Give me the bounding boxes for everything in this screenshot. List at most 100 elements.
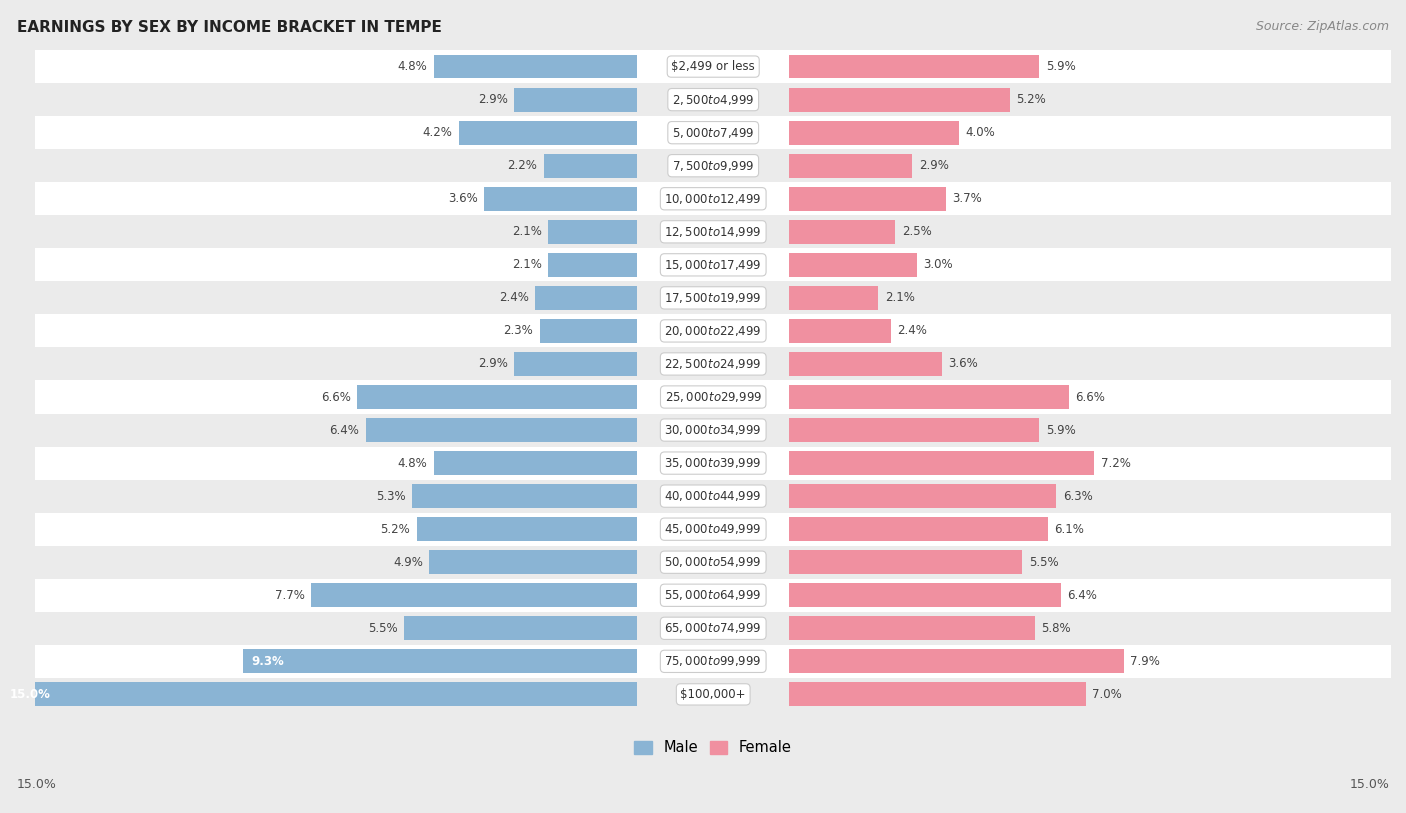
Bar: [789, 550, 1022, 574]
Bar: [35, 579, 1391, 611]
Text: 2.3%: 2.3%: [503, 324, 533, 337]
Bar: [544, 154, 637, 177]
Text: 3.6%: 3.6%: [449, 192, 478, 205]
Text: $2,499 or less: $2,499 or less: [671, 60, 755, 73]
Bar: [35, 414, 1391, 446]
Bar: [404, 616, 637, 640]
Text: 2.9%: 2.9%: [478, 358, 508, 371]
Bar: [35, 678, 1391, 711]
Text: 6.1%: 6.1%: [1054, 523, 1084, 536]
Bar: [311, 584, 637, 607]
Text: $17,500 to $19,999: $17,500 to $19,999: [665, 291, 762, 305]
Bar: [243, 650, 637, 673]
Bar: [515, 88, 637, 111]
Bar: [789, 220, 896, 244]
Text: $65,000 to $74,999: $65,000 to $74,999: [665, 621, 762, 635]
Text: 4.2%: 4.2%: [423, 126, 453, 139]
Text: 2.4%: 2.4%: [499, 291, 529, 304]
Bar: [789, 121, 959, 145]
Bar: [789, 584, 1060, 607]
Text: 4.0%: 4.0%: [966, 126, 995, 139]
Text: $12,500 to $14,999: $12,500 to $14,999: [665, 225, 762, 239]
Bar: [35, 546, 1391, 579]
Text: $25,000 to $29,999: $25,000 to $29,999: [665, 390, 762, 404]
Bar: [35, 182, 1391, 215]
Text: 6.6%: 6.6%: [321, 390, 352, 403]
Text: 3.6%: 3.6%: [948, 358, 979, 371]
Text: 9.3%: 9.3%: [252, 654, 284, 667]
Bar: [35, 513, 1391, 546]
Text: 2.5%: 2.5%: [901, 225, 931, 238]
Text: 2.2%: 2.2%: [508, 159, 537, 172]
Bar: [433, 54, 637, 79]
Bar: [789, 682, 1085, 706]
Bar: [416, 517, 637, 541]
Text: 2.9%: 2.9%: [918, 159, 949, 172]
Text: 5.3%: 5.3%: [377, 489, 406, 502]
Text: 5.2%: 5.2%: [381, 523, 411, 536]
Text: 5.5%: 5.5%: [1029, 556, 1059, 569]
Bar: [35, 248, 1391, 281]
Text: 7.7%: 7.7%: [274, 589, 305, 602]
Text: 2.1%: 2.1%: [884, 291, 915, 304]
Text: 15.0%: 15.0%: [1350, 778, 1389, 791]
Text: $10,000 to $12,499: $10,000 to $12,499: [665, 192, 762, 206]
Text: 2.1%: 2.1%: [512, 225, 541, 238]
Text: 15.0%: 15.0%: [17, 778, 56, 791]
Bar: [789, 517, 1047, 541]
Text: $35,000 to $39,999: $35,000 to $39,999: [665, 456, 762, 470]
Text: $15,000 to $17,499: $15,000 to $17,499: [665, 258, 762, 272]
Bar: [433, 451, 637, 475]
Legend: Male, Female: Male, Female: [628, 734, 797, 761]
Bar: [35, 83, 1391, 116]
Text: 15.0%: 15.0%: [10, 688, 51, 701]
Bar: [35, 380, 1391, 414]
Bar: [789, 418, 1039, 442]
Text: $20,000 to $22,499: $20,000 to $22,499: [665, 324, 762, 338]
Bar: [789, 286, 879, 310]
Bar: [789, 154, 912, 177]
Bar: [515, 352, 637, 376]
Bar: [35, 645, 1391, 678]
Text: 6.4%: 6.4%: [329, 424, 360, 437]
Bar: [789, 385, 1069, 409]
Bar: [548, 220, 637, 244]
Bar: [789, 650, 1125, 673]
Bar: [366, 418, 637, 442]
Text: 6.4%: 6.4%: [1067, 589, 1097, 602]
Text: 6.6%: 6.6%: [1076, 390, 1105, 403]
Bar: [789, 319, 891, 343]
Text: $100,000+: $100,000+: [681, 688, 747, 701]
Text: $7,500 to $9,999: $7,500 to $9,999: [672, 159, 755, 172]
Bar: [789, 352, 942, 376]
Bar: [789, 187, 946, 211]
Bar: [1, 682, 637, 706]
Bar: [412, 485, 637, 508]
Bar: [458, 121, 637, 145]
Bar: [35, 116, 1391, 150]
Bar: [536, 286, 637, 310]
Text: $5,000 to $7,499: $5,000 to $7,499: [672, 126, 755, 140]
Bar: [789, 485, 1056, 508]
Text: 4.8%: 4.8%: [398, 457, 427, 470]
Bar: [789, 253, 917, 276]
Text: $22,500 to $24,999: $22,500 to $24,999: [665, 357, 762, 371]
Text: 3.7%: 3.7%: [952, 192, 983, 205]
Text: EARNINGS BY SEX BY INCOME BRACKET IN TEMPE: EARNINGS BY SEX BY INCOME BRACKET IN TEM…: [17, 20, 441, 35]
Text: 2.4%: 2.4%: [897, 324, 928, 337]
Text: $50,000 to $54,999: $50,000 to $54,999: [665, 555, 762, 569]
Text: 7.0%: 7.0%: [1092, 688, 1122, 701]
Bar: [540, 319, 637, 343]
Bar: [548, 253, 637, 276]
Bar: [35, 611, 1391, 645]
Text: $2,500 to $4,999: $2,500 to $4,999: [672, 93, 755, 107]
Bar: [789, 54, 1039, 79]
Text: 4.8%: 4.8%: [398, 60, 427, 73]
Text: 7.2%: 7.2%: [1101, 457, 1130, 470]
Text: $30,000 to $34,999: $30,000 to $34,999: [665, 423, 762, 437]
Text: 4.9%: 4.9%: [394, 556, 423, 569]
Bar: [789, 451, 1094, 475]
Bar: [35, 347, 1391, 380]
Text: 6.3%: 6.3%: [1063, 489, 1092, 502]
Text: Source: ZipAtlas.com: Source: ZipAtlas.com: [1256, 20, 1389, 33]
